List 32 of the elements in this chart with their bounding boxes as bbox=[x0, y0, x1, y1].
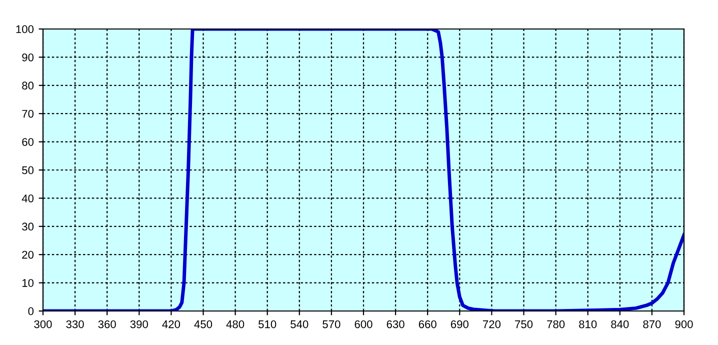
x-tick-label: 570 bbox=[322, 320, 340, 328]
y-tick-label: 60 bbox=[22, 138, 34, 146]
y-tick-label: 10 bbox=[22, 279, 34, 287]
x-tick-label: 540 bbox=[290, 320, 308, 328]
y-tick-label: 20 bbox=[22, 250, 34, 259]
y-tick-label: 90 bbox=[22, 53, 34, 62]
x-tick-label: 390 bbox=[130, 320, 148, 328]
x-tick-label: 330 bbox=[66, 320, 84, 328]
x-tick-label: 450 bbox=[194, 320, 212, 328]
x-tick-label: 900 bbox=[675, 320, 693, 328]
x-tick-label: 480 bbox=[226, 320, 244, 328]
y-tick-label: 30 bbox=[22, 222, 34, 231]
x-tick-label: 780 bbox=[547, 320, 565, 328]
x-tick-label: 600 bbox=[354, 320, 372, 328]
x-tick-label: 510 bbox=[258, 320, 276, 328]
x-tick-label: 840 bbox=[611, 320, 629, 328]
x-tick-label: 420 bbox=[162, 320, 180, 328]
x-tick-label: 690 bbox=[450, 320, 468, 328]
x-tick-label: 300 bbox=[34, 320, 52, 328]
x-tick-label: 660 bbox=[418, 320, 436, 328]
x-tick-label: 360 bbox=[98, 320, 116, 328]
x-tick-label: 630 bbox=[386, 320, 404, 328]
x-tick-label: 750 bbox=[515, 320, 533, 328]
y-tick-label: 0 bbox=[28, 307, 34, 316]
y-tick-label: 70 bbox=[22, 110, 34, 118]
x-tick-label: 870 bbox=[643, 320, 661, 328]
y-tick-label: 50 bbox=[22, 166, 34, 174]
y-tick-label: 40 bbox=[22, 194, 34, 202]
y-tick-label: 100 bbox=[16, 25, 34, 34]
x-tick-label: 810 bbox=[579, 320, 597, 328]
x-tick-label: 720 bbox=[483, 320, 501, 328]
y-tick-label: 80 bbox=[22, 82, 34, 90]
